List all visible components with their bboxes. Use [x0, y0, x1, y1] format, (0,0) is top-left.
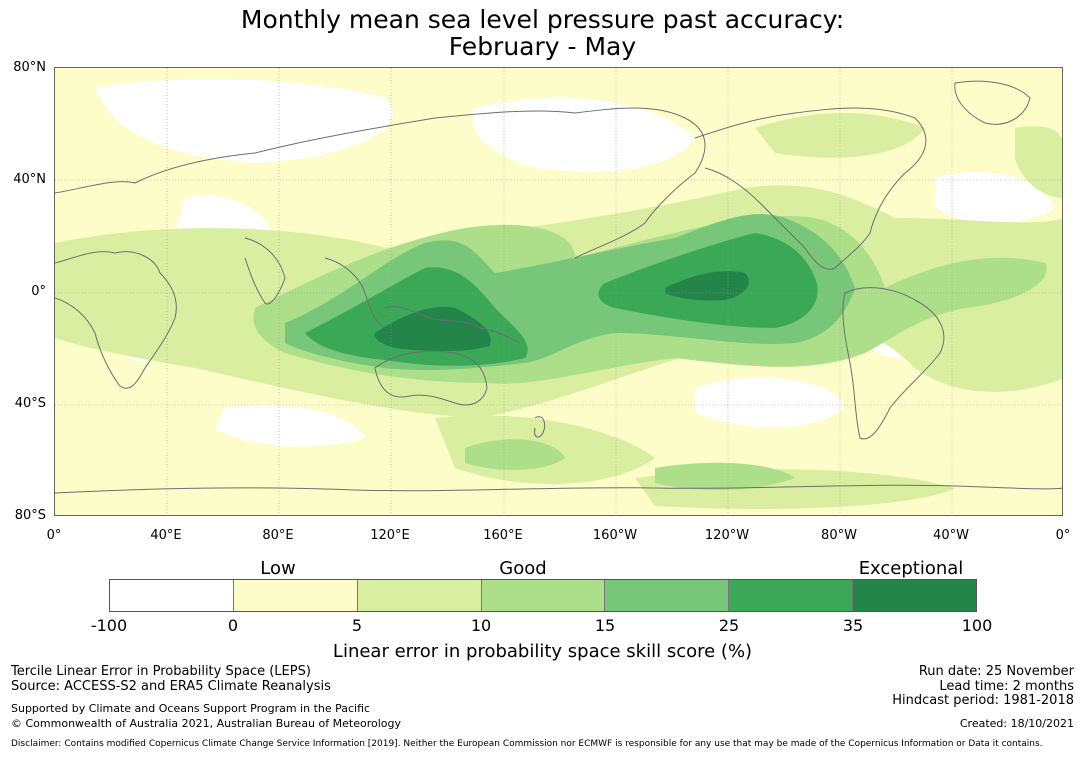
category-good: Good: [499, 558, 547, 579]
lat-label-40s: 40°S: [14, 396, 46, 411]
colorbar-tick: -100: [90, 616, 128, 635]
colorbar-segment: [853, 580, 977, 611]
skill-map: [54, 67, 1063, 516]
category-low: Low: [260, 558, 296, 579]
footer-lead-time: Lead time: 2 months: [939, 679, 1074, 694]
lon-label-40w: 40°W: [933, 528, 969, 543]
lon-label-120e: 120°E: [370, 528, 410, 543]
map-graticule: [55, 68, 1062, 515]
coastlines: [55, 80, 1062, 494]
lon-label-160e: 160°E: [483, 528, 523, 543]
lon-label-0: 0°: [46, 528, 62, 543]
colorbar-tick: 25: [718, 616, 740, 635]
lon-label-160w: 160°W: [592, 528, 638, 543]
colorbar-label: Linear error in probability space skill …: [332, 641, 753, 662]
colorbar-segment: [729, 580, 854, 611]
footer-method: Tercile Linear Error in Probability Spac…: [11, 664, 311, 679]
lon-label-120w: 120°W: [704, 528, 750, 543]
colorbar-segment: [481, 580, 606, 611]
footer-support: Supported by Climate and Oceans Support …: [11, 702, 371, 715]
colorbar-segment: [110, 580, 234, 611]
colorbar-segment: [357, 580, 482, 611]
colorbar-tick: 10: [470, 616, 492, 635]
footer-disclaimer: Disclaimer: Contains modified Copernicus…: [11, 739, 1043, 749]
lat-label-80n: 80°N: [13, 60, 46, 75]
lon-label-40e: 40°E: [150, 528, 182, 543]
footer-source: Source: ACCESS-S2 and ERA5 Climate Reana…: [11, 679, 331, 694]
lat-label-80s: 80°S: [14, 508, 46, 523]
colorbar-segment: [605, 580, 730, 611]
category-exceptional: Exceptional: [858, 558, 964, 579]
footer-created: Created: 18/10/2021: [959, 717, 1074, 730]
footer-hindcast: Hindcast period: 1981-2018: [892, 693, 1074, 708]
colorbar-segment: [233, 580, 358, 611]
lat-label-0: 0°: [31, 284, 46, 299]
lon-label-80w: 80°W: [821, 528, 857, 543]
skill-map-canvas: [55, 68, 1062, 515]
lat-label-40n: 40°N: [13, 172, 46, 187]
lon-label-80e: 80°E: [262, 528, 294, 543]
lon-label-0-east: 0°: [1055, 528, 1071, 543]
colorbar-tick: 100: [961, 616, 993, 635]
colorbar: [109, 579, 977, 612]
footer-copyright: © Commonwealth of Australia 2021, Austra…: [11, 717, 401, 730]
colorbar-tick: 15: [594, 616, 616, 635]
map-title-line2: February - May: [448, 32, 637, 61]
colorbar-tick: 0: [227, 616, 239, 635]
footer-run-date: Run date: 25 November: [918, 664, 1074, 679]
colorbar-tick: 5: [351, 616, 363, 635]
map-title-line1: Monthly mean sea level pressure past acc…: [240, 5, 845, 34]
colorbar-tick: 35: [842, 616, 864, 635]
